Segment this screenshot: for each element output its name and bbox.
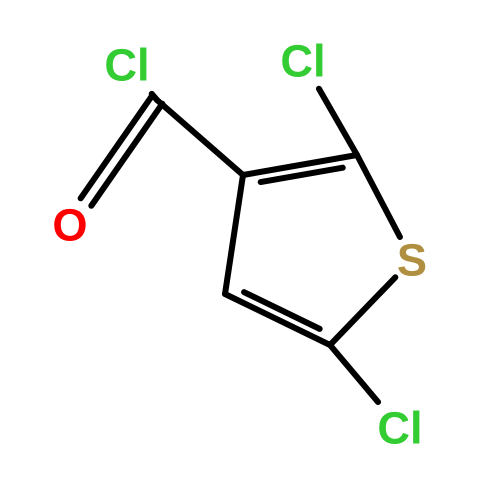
atom-s: S [397,235,427,286]
bond [330,345,378,402]
molecule-diagram: S Cl O Cl Cl [0,0,500,500]
atom-cl: Cl [104,40,149,91]
bond [357,155,400,237]
bond [225,175,243,294]
bond [81,96,152,198]
bond [225,294,330,345]
atom-cl: Cl [377,403,422,454]
bond [319,89,357,155]
bond [157,100,243,175]
atom-o: O [52,200,87,251]
atom-cl: Cl [280,36,325,87]
bond [243,155,357,175]
bond [91,104,162,206]
bond [330,277,395,345]
